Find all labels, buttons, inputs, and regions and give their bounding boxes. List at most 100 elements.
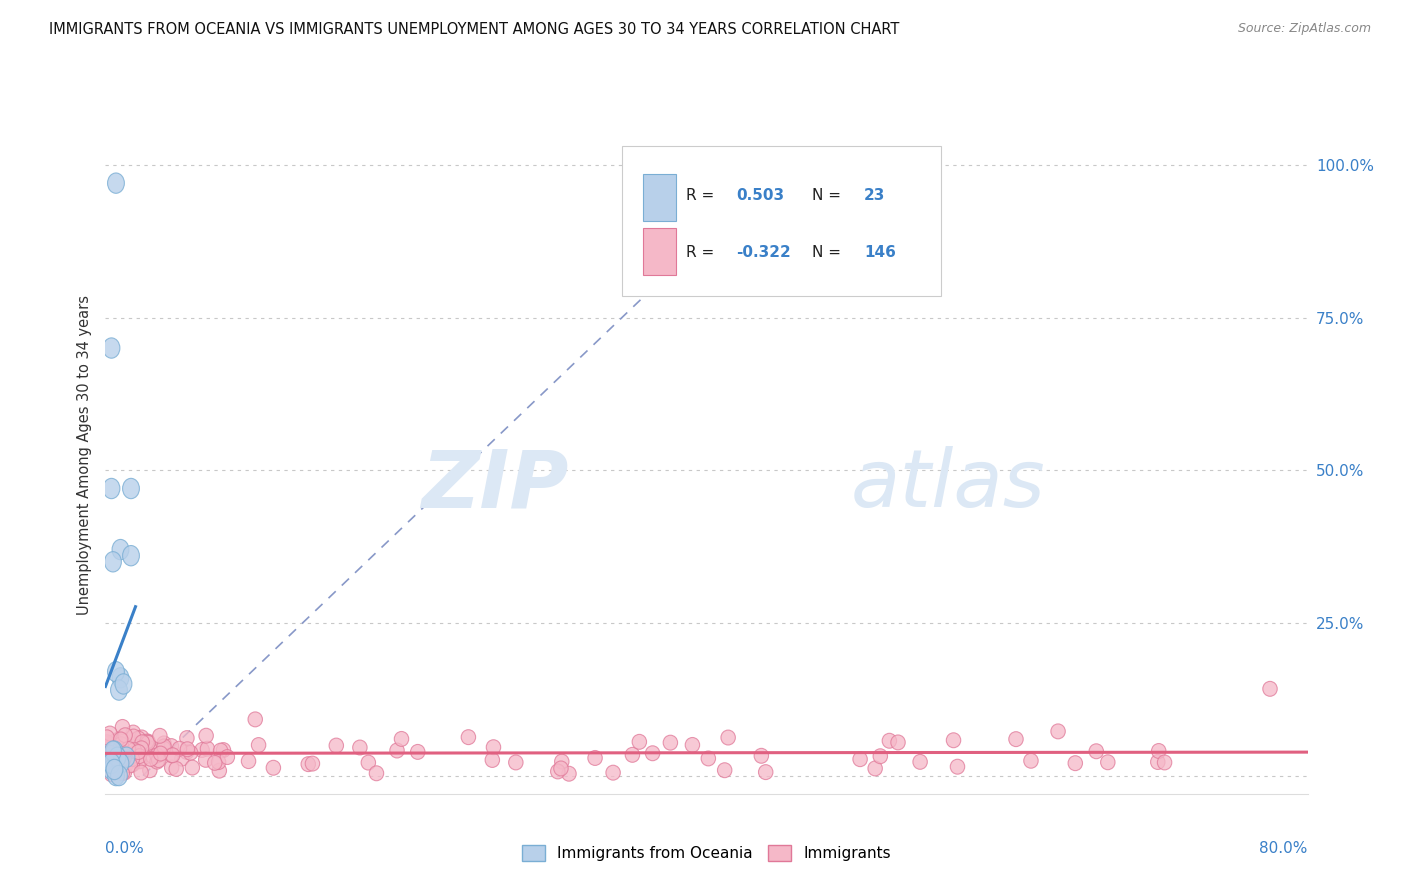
Ellipse shape — [1090, 744, 1104, 759]
Ellipse shape — [1069, 756, 1083, 771]
Ellipse shape — [186, 760, 200, 775]
Ellipse shape — [183, 746, 198, 760]
Ellipse shape — [101, 751, 115, 766]
Ellipse shape — [946, 733, 960, 747]
Ellipse shape — [110, 747, 127, 767]
Ellipse shape — [411, 745, 425, 759]
Ellipse shape — [120, 756, 134, 772]
Ellipse shape — [107, 746, 122, 761]
Ellipse shape — [135, 730, 149, 745]
Ellipse shape — [1152, 744, 1166, 758]
Ellipse shape — [758, 764, 773, 780]
Ellipse shape — [134, 765, 149, 780]
Ellipse shape — [562, 766, 576, 781]
Ellipse shape — [139, 734, 155, 749]
Ellipse shape — [150, 754, 165, 769]
Ellipse shape — [103, 740, 117, 756]
Text: ZIP: ZIP — [420, 446, 568, 524]
Ellipse shape — [150, 748, 165, 763]
Ellipse shape — [135, 735, 149, 749]
Ellipse shape — [485, 753, 499, 767]
Ellipse shape — [115, 673, 132, 694]
Ellipse shape — [114, 750, 129, 764]
Ellipse shape — [131, 754, 145, 768]
Ellipse shape — [156, 736, 172, 751]
Ellipse shape — [301, 756, 315, 772]
Ellipse shape — [208, 756, 222, 771]
Ellipse shape — [486, 739, 501, 755]
Text: 0.0%: 0.0% — [105, 841, 145, 856]
Ellipse shape — [103, 726, 117, 741]
Ellipse shape — [117, 751, 131, 766]
Ellipse shape — [117, 753, 132, 768]
Ellipse shape — [103, 742, 117, 756]
Ellipse shape — [118, 747, 135, 767]
Y-axis label: Unemployment Among Ages 30 to 34 years: Unemployment Among Ages 30 to 34 years — [76, 295, 91, 615]
Ellipse shape — [141, 734, 155, 749]
Ellipse shape — [361, 756, 375, 770]
Ellipse shape — [1101, 755, 1115, 770]
Ellipse shape — [105, 739, 120, 755]
Ellipse shape — [131, 745, 146, 759]
Ellipse shape — [200, 741, 215, 756]
Ellipse shape — [103, 753, 120, 773]
Ellipse shape — [370, 766, 384, 780]
Text: N =: N = — [813, 245, 846, 260]
Ellipse shape — [169, 762, 183, 776]
Ellipse shape — [721, 730, 735, 745]
Ellipse shape — [103, 756, 117, 771]
Text: -0.322: -0.322 — [737, 245, 792, 260]
Ellipse shape — [221, 749, 235, 764]
Ellipse shape — [127, 725, 141, 740]
Ellipse shape — [509, 755, 523, 770]
Ellipse shape — [165, 739, 179, 754]
Ellipse shape — [107, 749, 121, 764]
Ellipse shape — [554, 754, 569, 769]
Ellipse shape — [114, 737, 128, 752]
Text: atlas: atlas — [851, 446, 1046, 524]
Ellipse shape — [853, 752, 868, 766]
Ellipse shape — [103, 478, 120, 499]
Ellipse shape — [166, 747, 180, 763]
Ellipse shape — [132, 748, 146, 764]
Ellipse shape — [127, 729, 141, 744]
Ellipse shape — [105, 759, 122, 780]
Ellipse shape — [1050, 724, 1066, 739]
FancyBboxPatch shape — [643, 227, 676, 276]
Ellipse shape — [101, 753, 118, 773]
Ellipse shape — [882, 733, 897, 748]
Ellipse shape — [138, 740, 153, 756]
Ellipse shape — [266, 760, 281, 775]
Ellipse shape — [103, 759, 120, 780]
Ellipse shape — [131, 731, 146, 746]
Ellipse shape — [394, 731, 409, 747]
Ellipse shape — [115, 720, 129, 734]
Ellipse shape — [143, 751, 157, 766]
Ellipse shape — [103, 338, 120, 359]
Text: N =: N = — [813, 188, 846, 203]
Ellipse shape — [214, 743, 228, 758]
Ellipse shape — [104, 757, 120, 772]
FancyBboxPatch shape — [643, 174, 676, 221]
Ellipse shape — [153, 746, 167, 761]
Ellipse shape — [1024, 754, 1038, 768]
Ellipse shape — [125, 757, 139, 772]
Ellipse shape — [868, 761, 883, 776]
Ellipse shape — [115, 765, 129, 780]
Ellipse shape — [329, 738, 343, 753]
Ellipse shape — [645, 746, 659, 761]
Ellipse shape — [118, 747, 134, 762]
Ellipse shape — [180, 745, 194, 759]
Text: IMMIGRANTS FROM OCEANIA VS IMMIGRANTS UNEMPLOYMENT AMONG AGES 30 TO 34 YEARS COR: IMMIGRANTS FROM OCEANIA VS IMMIGRANTS UN… — [49, 22, 900, 37]
Ellipse shape — [108, 745, 122, 759]
Ellipse shape — [152, 753, 166, 767]
Ellipse shape — [551, 764, 565, 779]
Ellipse shape — [127, 743, 142, 757]
Ellipse shape — [105, 741, 122, 761]
Ellipse shape — [873, 748, 887, 764]
Ellipse shape — [117, 765, 132, 780]
Ellipse shape — [132, 739, 146, 755]
Ellipse shape — [100, 754, 114, 768]
Ellipse shape — [124, 758, 138, 772]
Ellipse shape — [633, 734, 647, 749]
